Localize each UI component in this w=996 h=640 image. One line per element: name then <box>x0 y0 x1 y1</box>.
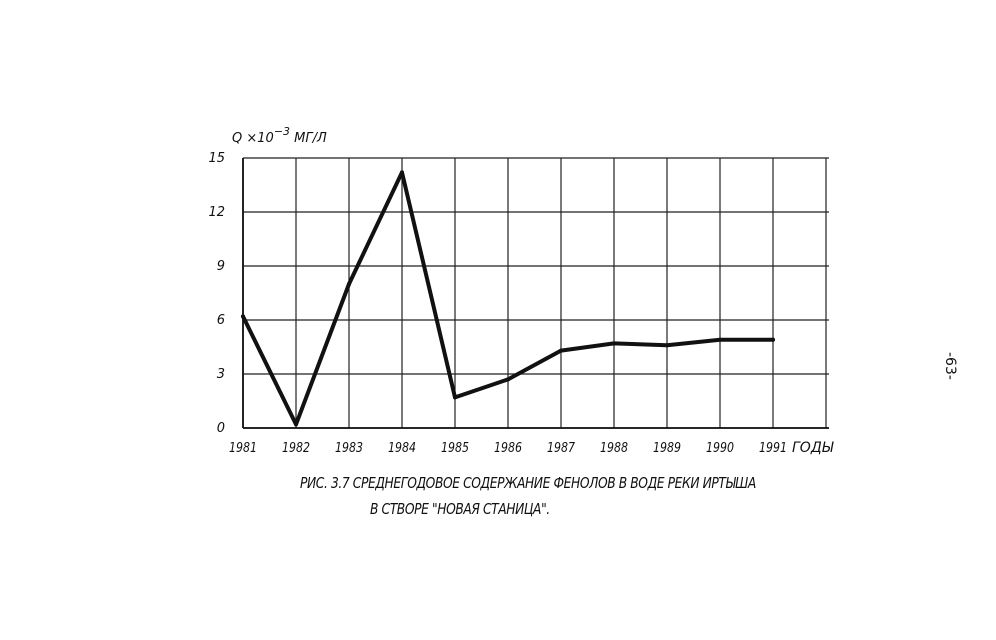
chart-series <box>241 170 775 427</box>
data-point <box>294 422 298 427</box>
y-axis-unit-label: Q ×10−3 МГ/Л <box>232 125 327 146</box>
caption-line-2: В СТВОРЕ "НОВАЯ СТАНИЦА". <box>370 500 550 518</box>
x-tick-label: 1984 <box>388 441 416 456</box>
x-tick-labels: 1981 1982 1983 1984 1985 1986 1987 1988 1989 1990… <box>229 441 787 456</box>
x-tick-label: 1987 <box>547 441 576 456</box>
x-tick-label: 1982 <box>282 441 310 456</box>
data-point <box>559 348 563 353</box>
y-axis-unit-exponent: −3 <box>274 125 290 138</box>
x-tick-label: 1990 <box>706 441 734 456</box>
x-tick-label: 1983 <box>335 441 363 456</box>
data-point <box>665 343 669 348</box>
data-point <box>506 377 510 382</box>
x-tick-label: 1991 <box>759 441 787 456</box>
x-tick-label: 1988 <box>600 441 628 456</box>
data-point <box>400 170 404 175</box>
y-tick-label: 3 <box>217 367 225 382</box>
data-point <box>612 341 616 346</box>
data-point <box>453 395 457 400</box>
data-point <box>771 337 775 342</box>
y-axis-unit-suffix: МГ/Л <box>290 131 327 146</box>
data-point <box>347 282 351 286</box>
y-tick-label: 12 <box>208 205 225 220</box>
chart-grid <box>242 157 829 429</box>
y-axis-unit-prefix: Q ×10 <box>232 131 274 146</box>
y-tick-label: 15 <box>208 151 225 166</box>
x-axis-label: ГОДЫ <box>792 440 834 456</box>
caption-line-1: РИС. 3.7 СРЕДНЕГОДОВОЕ СОДЕРЖАНИЕ ФЕНОЛО… <box>300 474 756 492</box>
data-point <box>718 337 722 342</box>
y-tick-labels: 0 3 6 9 12 15 <box>208 151 225 436</box>
x-tick-label: 1986 <box>494 441 522 456</box>
y-tick-label: 6 <box>217 313 225 328</box>
x-tick-label: 1981 <box>229 441 257 456</box>
page-number: -63- <box>942 352 958 380</box>
x-tick-label: 1989 <box>653 441 681 456</box>
x-tick-label: 1985 <box>441 441 469 456</box>
y-tick-label: 9 <box>217 259 225 274</box>
data-point <box>241 314 245 319</box>
y-tick-label: 0 <box>217 421 225 436</box>
